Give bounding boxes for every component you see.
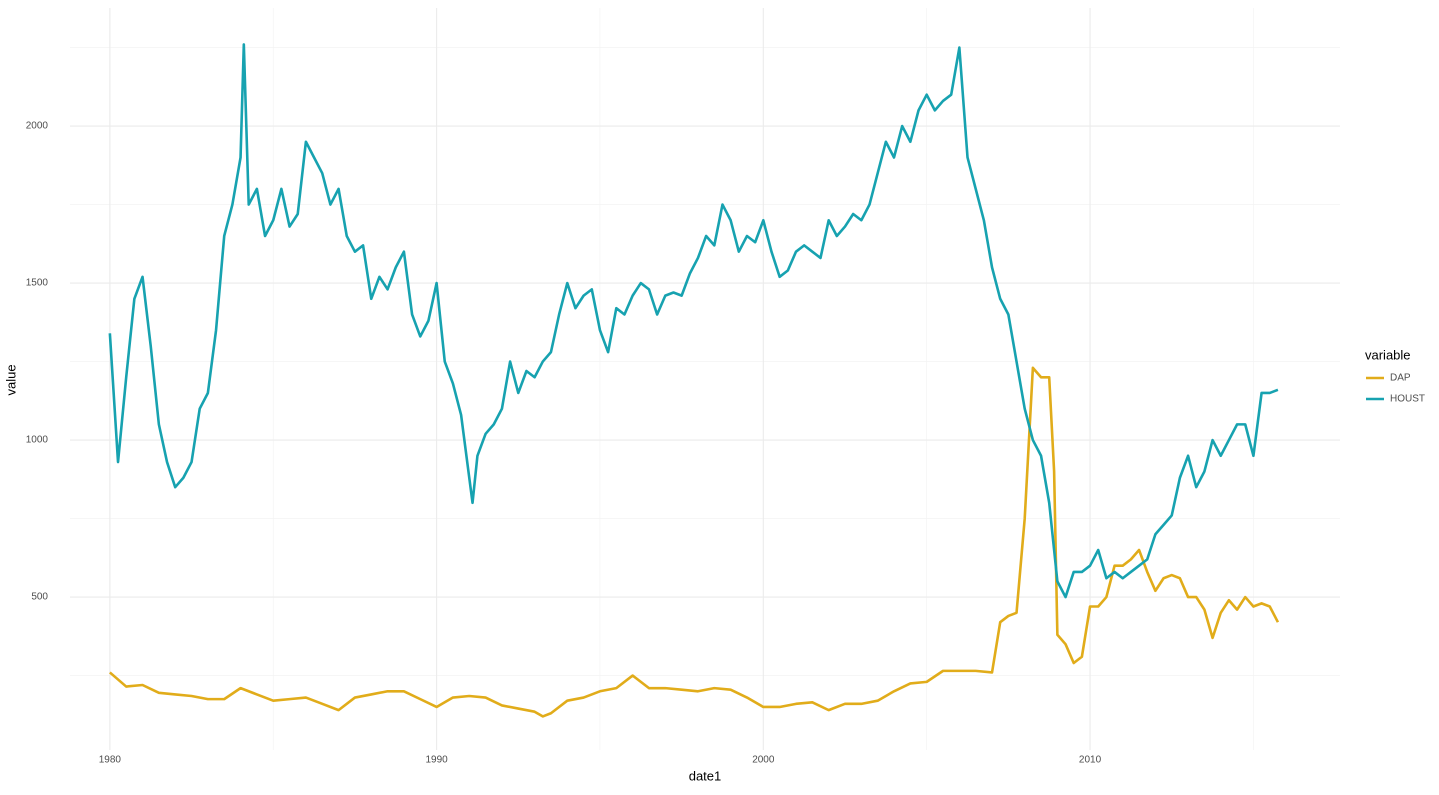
x-tick-label: 1980 xyxy=(99,755,122,766)
x-axis-title: date1 xyxy=(689,768,722,783)
line xyxy=(109,366,1280,718)
legend-label: DAP xyxy=(1390,373,1411,384)
line xyxy=(108,43,1279,599)
x-tick-label: 2010 xyxy=(1079,755,1102,766)
y-tick-label: 500 xyxy=(31,592,48,603)
legend-title: variable xyxy=(1365,347,1411,362)
x-tick-label: 1990 xyxy=(425,755,448,766)
y-tick-label: 1500 xyxy=(26,278,49,289)
y-axis-title: value xyxy=(3,364,18,395)
x-tick-label: 2000 xyxy=(752,755,775,766)
legend-label: HOUST xyxy=(1390,394,1425,405)
y-tick-label: 1000 xyxy=(26,435,49,446)
y-tick-label: 2000 xyxy=(26,121,49,132)
